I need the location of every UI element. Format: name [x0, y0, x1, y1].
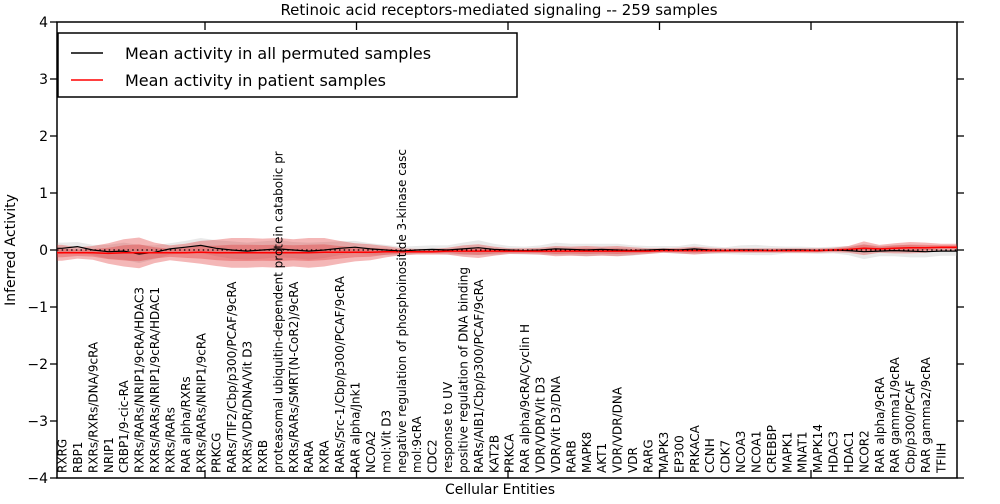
chart-title: Retinoic acid receptors-mediated signali… — [280, 1, 717, 19]
x-category-label: RXRs/VDR/DNA/Vit D3 — [241, 341, 255, 473]
x-category-label: HDAC3 — [827, 431, 841, 473]
x-category-label: positive regulation of DNA binding — [456, 267, 470, 473]
x-category-label: RAR alpha/Jnk1 — [349, 382, 363, 473]
x-category-label: RXRB — [256, 440, 270, 473]
y-tick-label: −3 — [27, 414, 48, 430]
x-category-label: RARB — [564, 440, 578, 473]
x-category-label: RAR gamma2/9cRA — [919, 356, 933, 473]
x-category-label: RXRG — [56, 439, 70, 473]
legend: Mean activity in all permuted samples Me… — [57, 32, 518, 98]
x-category-label: RARG — [642, 439, 656, 473]
patient-mean-line — [57, 246, 957, 255]
x-category-label: PRKCA — [503, 433, 517, 473]
x-category-label: VDR/VDR/DNA — [611, 386, 625, 473]
x-category-label: EP300 — [672, 435, 686, 473]
x-category-label: RAR alpha/9cRA/Cyclin H — [518, 324, 532, 473]
x-category-label: PRKCG — [210, 433, 224, 473]
x-axis-label: Cellular Entities — [445, 482, 555, 498]
x-category-label: RAR gamma1/9cRA — [888, 356, 902, 473]
x-category-label: NCOA1 — [749, 431, 763, 473]
x-category-label: RARs/Src-1/Cbp/p300/PCAF/9cRA — [333, 275, 347, 473]
x-category-label: PRKACA — [688, 424, 702, 473]
x-category-label: RAR alpha/9cRA — [873, 376, 887, 473]
y-tick-label: 1 — [39, 186, 48, 202]
x-category-label: MAPK14 — [811, 424, 825, 473]
x-category-label: RXRs/RARs — [163, 407, 177, 473]
x-category-label: response to UV — [441, 381, 455, 473]
legend-label-permuted: Mean activity in all permuted samples — [125, 44, 431, 63]
x-category-label: KAT2B — [487, 435, 501, 473]
x-category-label: MNAT1 — [796, 431, 810, 473]
x-category-label: NCOR2 — [857, 430, 871, 473]
x-category-label: CRBP1/9-cic-RA — [117, 379, 131, 473]
x-category-label: RXRs/RXRs/DNA/9cRA — [86, 341, 100, 473]
y-tick-label: 0 — [39, 243, 48, 259]
x-category-label: MAPK3 — [657, 432, 671, 473]
x-category-label: AKT1 — [595, 443, 609, 473]
x-category-label: VDR/VDR/Vit D3 — [534, 377, 548, 473]
x-category-label: Cbp/p300/PCAF — [904, 380, 918, 473]
mean-lines — [57, 244, 957, 255]
x-category-label: mol:Vit D3 — [379, 410, 393, 473]
y-tick-label: −1 — [27, 300, 48, 316]
legend-box — [57, 32, 518, 98]
x-category-label: RXRs/RARs/NRIP1/9cRA/HDAC1 — [148, 287, 162, 473]
x-category-label: RXRs/RARs/NRIP1/9cRA — [194, 332, 208, 473]
x-category-label: TFIIH — [935, 443, 949, 474]
x-category-label: RARA — [302, 440, 316, 473]
x-category-label: negative regulation of phosphoinositide … — [395, 149, 409, 473]
x-category-label: proteasomal ubiquitin-dependent protein … — [271, 151, 285, 473]
legend-label-patient: Mean activity in patient samples — [125, 71, 386, 90]
y-tick-label: −2 — [27, 357, 48, 373]
y-tick-labels: 4 3 2 1 0 −1 −2 −3 −4 — [27, 15, 48, 487]
x-category-label: CCNH — [703, 438, 717, 473]
x-tick-labels: RXRG RBP1 RXRs/RXRs/DNA/9cRA NRIP1 CRBP1/9-c… — [56, 149, 949, 474]
x-category-label: mol:9cRA — [410, 416, 424, 473]
x-category-label: RXRA — [318, 440, 332, 473]
y-tick-label: 4 — [39, 15, 48, 31]
x-category-label: MAPK8 — [580, 432, 594, 473]
y-tick-label: −4 — [27, 471, 48, 487]
x-category-label: RARs/AIB1/Cbp/p300/PCAF/9cRA — [472, 279, 486, 473]
y-tick-label: 3 — [39, 72, 48, 88]
x-category-label: CDK7 — [719, 440, 733, 473]
x-category-label: VDR/Vit D3/DNA — [549, 375, 563, 473]
x-category-label: RBP1 — [71, 442, 85, 473]
x-category-label: RXRs/RARs/NRIP1/9cRA/HDAC3 — [133, 287, 147, 473]
x-category-label: CREBBP — [765, 425, 779, 473]
x-category-label: CDC2 — [426, 439, 440, 473]
x-category-label: RXRs/RARs/SMRT(N-CoR2)/9cRA — [287, 281, 301, 473]
x-category-label: NCOA2 — [364, 431, 378, 473]
x-category-label: HDAC1 — [842, 431, 856, 473]
x-category-label: NCOA3 — [734, 431, 748, 473]
x-category-label: VDR — [626, 447, 640, 473]
patient-std-band-outer — [57, 237, 957, 269]
y-tick-label: 2 — [39, 129, 48, 145]
x-category-label: MAPK1 — [780, 432, 794, 473]
y-axis-label: Inferred Activity — [3, 194, 19, 306]
x-category-label: RARs/TIF2/Cbp/p300/PCAF/9cRA — [225, 281, 239, 473]
x-category-label: NRIP1 — [102, 437, 116, 473]
x-category-label: RAR alpha/RXRs — [179, 376, 193, 473]
axis-ticks — [50, 21, 964, 479]
